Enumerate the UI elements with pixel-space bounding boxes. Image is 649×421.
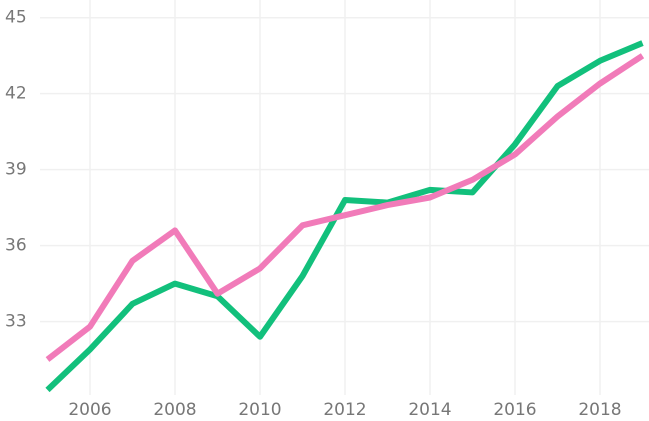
y-tick-label: 45 bbox=[5, 8, 27, 28]
x-tick-label: 2012 bbox=[323, 400, 366, 420]
line bbox=[45, 53, 645, 362]
x-tick-label: 2010 bbox=[238, 400, 281, 420]
x-tick-label: 2006 bbox=[68, 400, 111, 420]
y-tick-label: 39 bbox=[5, 160, 27, 180]
x-tick-label: 2018 bbox=[578, 400, 621, 420]
x-tick-label: 2008 bbox=[153, 400, 196, 420]
y-tick-label: 33 bbox=[5, 312, 27, 332]
line bbox=[45, 40, 644, 393]
y-tick-label: 36 bbox=[5, 236, 27, 256]
x-tick-label: 2016 bbox=[493, 400, 536, 420]
y-tick-label: 42 bbox=[5, 84, 27, 104]
x-tick-label: 2014 bbox=[408, 400, 451, 420]
